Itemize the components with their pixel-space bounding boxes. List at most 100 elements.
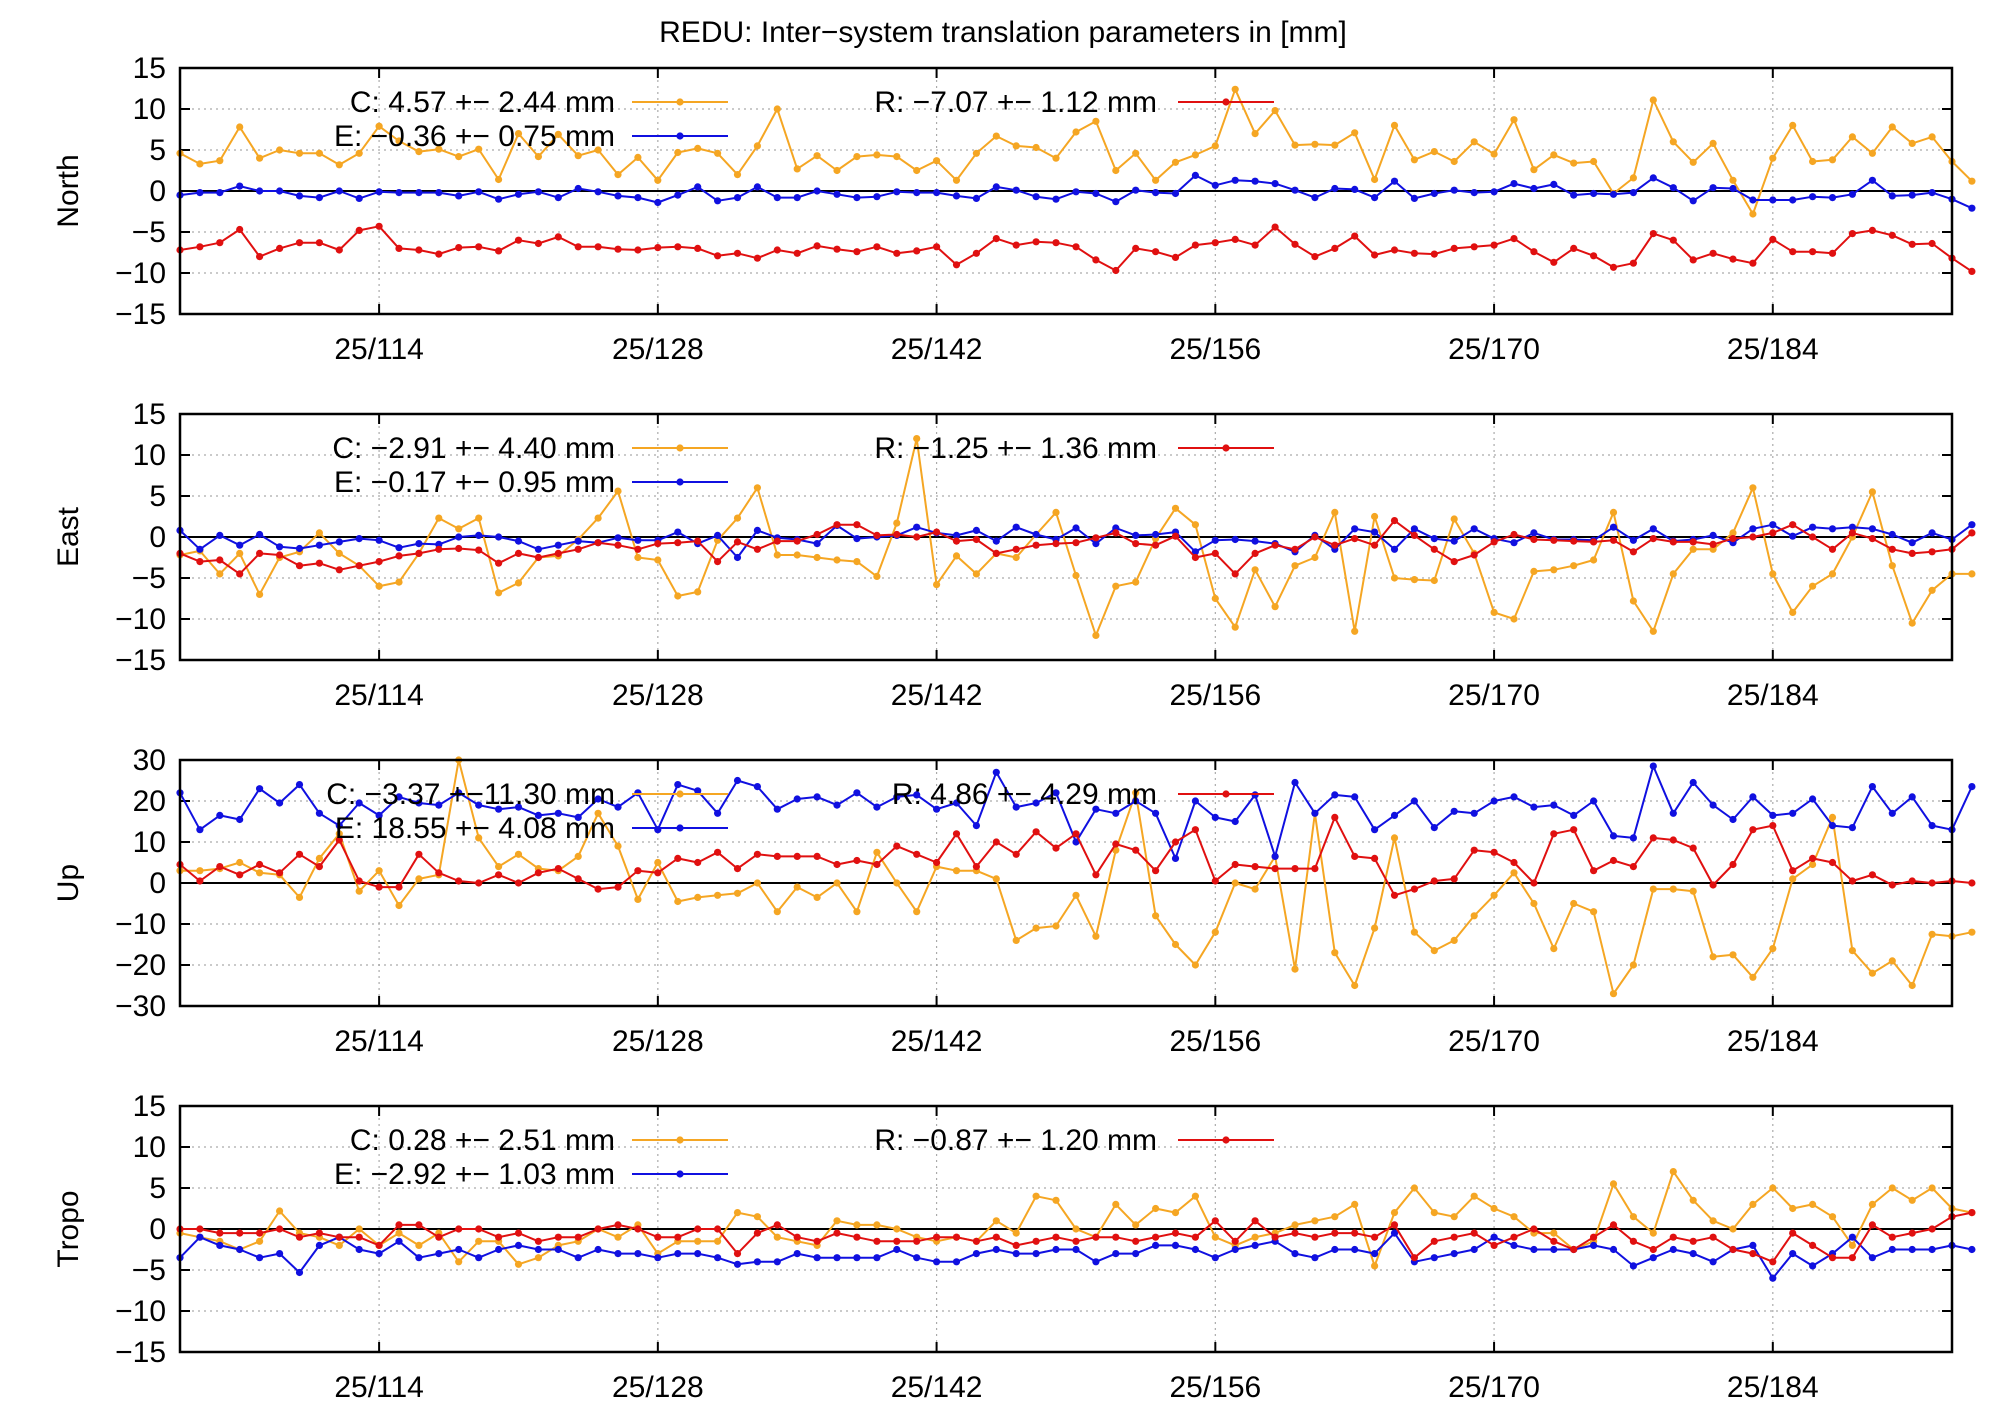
data-point [236,815,244,824]
y-tick-label: −10 [115,603,166,636]
data-point [913,533,921,541]
data-point [1769,1274,1777,1282]
data-point [813,852,821,861]
data-point [355,1233,363,1241]
data-point [1271,223,1279,231]
data-point [1092,631,1100,640]
data-point [475,1254,483,1262]
data-point [1351,1200,1359,1208]
data-point [1052,1245,1060,1254]
data-point [1629,259,1637,267]
data-point [1410,928,1418,936]
data-point [1251,537,1259,545]
data-point [1251,885,1259,893]
data-point [1251,1233,1259,1241]
data-point [714,891,722,899]
data-point [1231,1237,1239,1245]
data-point [1311,809,1319,817]
data-point [1629,548,1637,556]
data-point [1351,129,1359,137]
data-point [1271,865,1279,873]
data-point [1888,1245,1896,1254]
data-point [315,863,323,871]
data-point [1888,1184,1896,1192]
data-point [1291,1229,1299,1237]
y-tick-label: 15 [133,398,166,431]
data-point [733,889,742,897]
data-point [375,811,383,820]
data-point [1749,1250,1757,1258]
data-point [694,787,702,795]
data-point [674,1233,682,1241]
data-point [1371,924,1379,932]
data-point [1271,180,1279,188]
data-point [1669,836,1677,844]
data-point [554,130,562,138]
data-point [574,152,582,160]
data-point [1311,533,1319,541]
data-point [853,908,861,916]
data-point [1530,184,1538,193]
data-point [1789,1229,1797,1237]
data-point [1291,1221,1299,1229]
data-point [1530,1245,1538,1254]
data-point [1191,1233,1199,1241]
data-point [1032,530,1040,539]
y-tick-label: 0 [149,867,166,900]
data-point [933,805,941,813]
legend-label: R: 4.86 +− 4.29 mm [892,778,1157,811]
x-tick-label: 25/156 [1169,333,1261,366]
data-point [335,246,343,254]
data-point [1311,553,1319,562]
data-point [554,549,562,558]
data-point [1530,529,1538,537]
data-point [1390,811,1399,820]
data-point [933,157,941,165]
data-point [1649,96,1657,104]
data-point [475,531,483,540]
data-point [634,153,642,161]
data-point [1828,1254,1837,1262]
data-point [1530,899,1538,908]
data-point [256,187,264,195]
data-point [1550,180,1558,188]
data-point [893,519,901,527]
data-point [1968,1209,1976,1217]
x-tick-label: 25/156 [1169,1025,1261,1058]
data-point [733,1260,742,1268]
data-point [1629,1213,1637,1221]
data-point [1609,990,1618,998]
data-point [952,537,961,545]
data-point [1410,1184,1418,1192]
data-point [236,858,244,867]
data-point [1430,545,1438,553]
data-point [1132,1237,1140,1245]
data-point [853,1233,861,1241]
data-point [773,1221,781,1229]
data-point [236,123,244,131]
data-point [1749,793,1757,801]
data-point [395,137,403,145]
data-point [1251,1241,1259,1249]
data-point [1848,1233,1856,1241]
data-point [1351,535,1359,543]
data-point [1590,797,1598,805]
legend-swatch-point [1222,98,1230,106]
data-point [1311,1254,1319,1262]
data-point [853,535,861,543]
data-point [1211,928,1219,936]
data-point [913,166,921,175]
data-point [1968,177,1976,185]
legend-swatch-point [676,478,684,486]
data-point [1848,529,1856,537]
data-point [1171,532,1180,540]
x-axis: 25/114 25/128 25/142 25/156 25/170 25/184 [334,760,1819,1058]
data-point [295,239,304,247]
data-point [733,171,742,179]
data-point [514,130,523,138]
data-point [1152,809,1160,817]
data-point [1749,196,1757,204]
data-point [893,1237,901,1245]
x-tick-label: 25/128 [612,679,704,712]
data-point [1848,947,1856,955]
